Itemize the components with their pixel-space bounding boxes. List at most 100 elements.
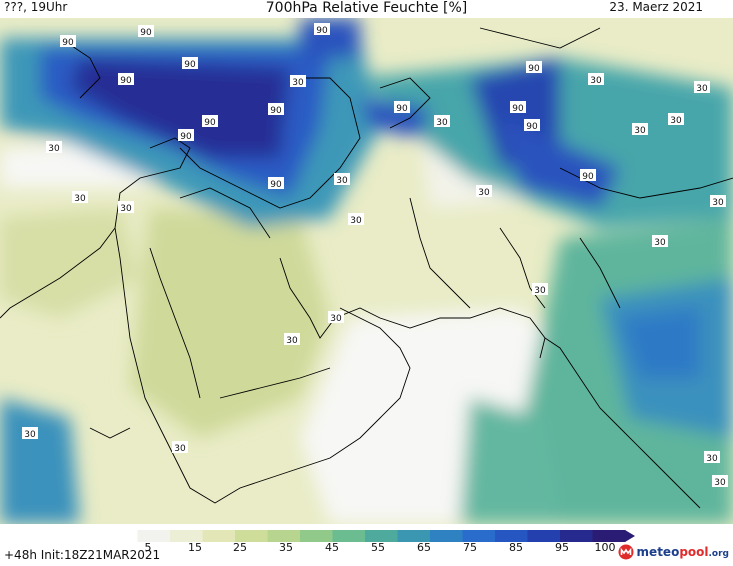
contour-label: 90	[178, 129, 194, 142]
contour-label: 30	[172, 441, 188, 454]
colorbar-segment	[202, 530, 236, 542]
svg-text:90: 90	[582, 172, 594, 182]
contour-label: 30	[434, 115, 450, 128]
svg-text:90: 90	[526, 122, 538, 132]
humidity-fields	[0, 18, 733, 524]
map-title: 700hPa Relative Feuchte [%]	[265, 0, 468, 16]
colorbar-segment	[430, 530, 463, 542]
meteopool-logo-icon	[618, 544, 634, 560]
valid-date-label: 23. Maerz 2021	[609, 0, 703, 14]
contour-label: 30	[284, 333, 300, 346]
svg-text:90: 90	[396, 104, 408, 114]
colorbar-segment	[267, 530, 301, 542]
contour-label: 90	[268, 177, 284, 190]
colorbar-tick: 95	[555, 541, 569, 554]
meteopool-logo-text: meteopool.org	[636, 545, 729, 559]
svg-text:90: 90	[270, 106, 282, 116]
contour-label: 30	[334, 173, 350, 186]
colorbar-segments	[105, 530, 626, 542]
contour-label: 30	[118, 201, 134, 214]
svg-text:30: 30	[478, 188, 490, 198]
colorbar-tick: 25	[233, 541, 247, 554]
contour-label: 90	[394, 101, 410, 114]
contour-label: 90	[314, 23, 330, 36]
contour-label: 90	[182, 57, 198, 70]
colorbar-segment	[560, 530, 593, 542]
colorbar-tick: 5	[144, 541, 152, 554]
svg-text:30: 30	[634, 126, 646, 136]
svg-text:90: 90	[204, 118, 216, 128]
colorbar-tick: 15	[188, 541, 202, 554]
svg-text:30: 30	[350, 216, 362, 226]
colorbar-segment	[365, 530, 398, 542]
colorbar-ticks: 5 15 25 35 45 55 65 75 85 95 100	[105, 541, 625, 555]
svg-text:90: 90	[528, 64, 540, 74]
colorbar-segment	[105, 530, 138, 542]
colorbar-segment	[137, 530, 171, 542]
svg-text:90: 90	[120, 76, 132, 86]
colorbar-segment	[462, 530, 496, 542]
svg-text:30: 30	[654, 238, 666, 248]
svg-text:30: 30	[534, 286, 546, 296]
contour-label: 90	[510, 101, 526, 114]
colorbar-tick: 45	[325, 541, 339, 554]
colorbar-segment	[495, 530, 528, 542]
contour-labels: 90 90 90 90 90 90 90 90 90 90 90 90 90 9…	[22, 23, 728, 488]
colorbar-arrow	[625, 530, 635, 542]
colorbar-tick: 85	[509, 541, 523, 554]
contour-label: 30	[712, 475, 728, 488]
contour-label: 90	[118, 73, 134, 86]
svg-text:30: 30	[706, 454, 718, 464]
svg-text:30: 30	[74, 194, 86, 204]
svg-text:90: 90	[316, 26, 328, 36]
contour-label: 90	[524, 119, 540, 132]
contour-label: 30	[704, 451, 720, 464]
colorbar-tick: 65	[417, 541, 431, 554]
svg-text:30: 30	[714, 478, 726, 488]
svg-text:30: 30	[48, 144, 60, 154]
colorbar-tick: 75	[463, 541, 477, 554]
svg-text:30: 30	[120, 204, 132, 214]
svg-text:30: 30	[712, 198, 724, 208]
contour-label: 30	[328, 311, 344, 324]
contour-label: 90	[526, 61, 542, 74]
colorbar-segment	[527, 530, 561, 542]
contour-label: 30	[348, 213, 364, 226]
contour-label: 30	[72, 191, 88, 204]
svg-text:30: 30	[696, 84, 708, 94]
svg-text:30: 30	[24, 430, 36, 440]
contour-label: 90	[138, 25, 154, 38]
svg-text:90: 90	[512, 104, 524, 114]
colorbar-segment	[592, 530, 626, 542]
svg-text:30: 30	[336, 176, 348, 186]
colorbar-segment	[300, 530, 333, 542]
svg-text:30: 30	[670, 116, 682, 126]
contour-label: 90	[268, 103, 284, 116]
colorbar-segment	[170, 530, 203, 542]
svg-text:90: 90	[180, 132, 192, 142]
contour-label: 30	[476, 185, 492, 198]
colorbar-segment	[332, 530, 366, 542]
contour-label: 30	[532, 283, 548, 296]
colorbar-tick: 55	[371, 541, 385, 554]
svg-text:30: 30	[590, 76, 602, 86]
contour-label: 30	[588, 73, 604, 86]
contour-label: 30	[22, 427, 38, 440]
meteopool-logo[interactable]: meteopool.org	[618, 544, 729, 560]
contour-label: 30	[632, 123, 648, 136]
humidity-map: 90 90 90 90 90 90 90 90 90 90 90 90 90 9…	[0, 18, 733, 524]
colorbar-tick: 35	[279, 541, 293, 554]
svg-text:90: 90	[140, 28, 152, 38]
contour-label: 30	[290, 75, 306, 88]
run-time-label: ???, 19Uhr	[4, 0, 68, 14]
contour-label: 90	[580, 169, 596, 182]
colorbar	[105, 530, 635, 542]
contour-label: 90	[202, 115, 218, 128]
svg-text:30: 30	[436, 118, 448, 128]
contour-label: 90	[60, 35, 76, 48]
colorbar-tick: 100	[594, 541, 616, 554]
contour-label: 30	[46, 141, 62, 154]
contour-label: 30	[652, 235, 668, 248]
svg-text:30: 30	[330, 314, 342, 324]
colorbar-segment	[235, 530, 268, 542]
